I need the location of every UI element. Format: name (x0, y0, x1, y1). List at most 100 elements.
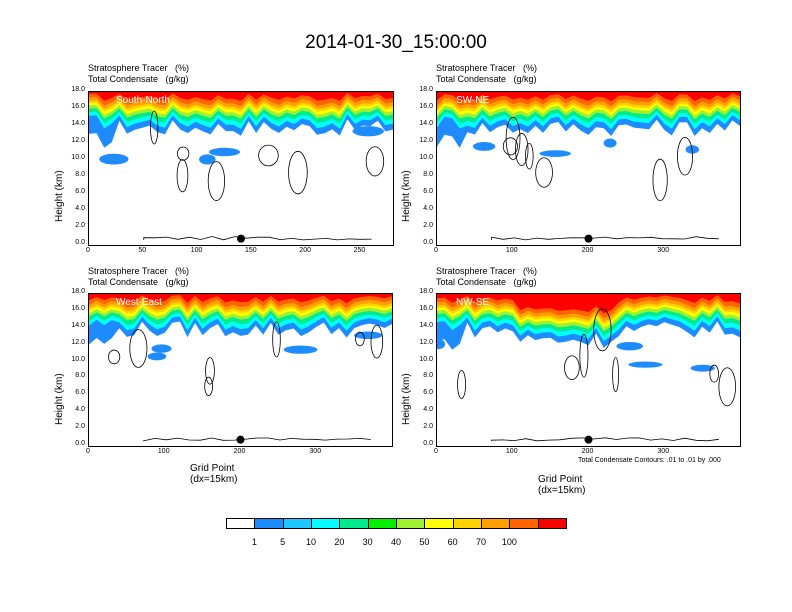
y-tick-label: 16.0 (71, 103, 85, 110)
y-tick-label: 2.0 (75, 222, 85, 229)
x-axis-label: Grid Point (dx=15km) (538, 474, 586, 496)
x-tick-label: 200 (581, 247, 594, 254)
tracer-patch (472, 142, 496, 151)
plot-area (88, 91, 394, 246)
tracer-band (89, 92, 393, 102)
x-tick-label: 200 (299, 247, 311, 254)
x-tick-label: 300 (309, 448, 322, 455)
condensate-contour (288, 150, 308, 195)
y-tick-label: 18.0 (419, 86, 433, 93)
x-tick-label: 200 (233, 448, 246, 455)
condensate-contour (177, 146, 190, 161)
colorbar-cell (396, 518, 426, 529)
plot-area (436, 91, 741, 246)
x-tick-label: 100 (505, 247, 518, 254)
location-marker (584, 234, 593, 243)
condensate-contour (502, 137, 518, 156)
y-tick-label: 10.0 (71, 154, 85, 161)
y-tick-label: 16.0 (71, 304, 85, 312)
y-axis-label: Height (km) (401, 373, 412, 425)
colorbar-cell (339, 518, 369, 529)
condensate-contour (108, 349, 121, 365)
contour-note: Total Condensate Contours: .01 to .01 by… (578, 457, 721, 464)
panel-title: Stratosphere Tracer (%) Total Condensate… (88, 266, 190, 287)
y-tick-label: 0.0 (423, 239, 433, 246)
y-tick-label: 12.0 (419, 137, 433, 144)
x-tick-label: 200 (581, 448, 594, 455)
y-tick-label: 0.0 (423, 440, 433, 447)
condensate-contour (150, 110, 159, 145)
condensate-contour (515, 133, 529, 167)
tracer-patch (151, 344, 172, 353)
y-tick-label: 0.0 (75, 440, 85, 447)
y-tick-label: 14.0 (71, 120, 85, 127)
region-label: West-East (116, 297, 162, 308)
colorbar-level-label: 1 (251, 537, 257, 547)
colorbar-cell (537, 518, 567, 529)
surface-contour (491, 236, 719, 241)
condensate-contour (612, 357, 620, 393)
panel-title: Stratosphere Tracer (%) Total Condensate… (88, 63, 190, 84)
colorbar-cell (481, 518, 511, 529)
colorbar-level-label: 60 (447, 537, 458, 547)
colorbar-cell (452, 518, 482, 529)
y-axis-label: Height (km) (54, 170, 65, 222)
y-tick-label: 2.0 (423, 423, 433, 431)
colorbar-cell (424, 518, 454, 529)
colorbar (226, 518, 567, 529)
x-tick-label: 300 (657, 247, 670, 254)
y-tick-label: 8.0 (75, 171, 85, 178)
tracer-patch (209, 147, 240, 157)
y-tick-label: 12.0 (71, 338, 85, 346)
condensate-contour (355, 331, 365, 347)
condensate-contour (176, 159, 189, 193)
plot-area (436, 293, 741, 447)
condensate-contour (205, 357, 215, 385)
panel-title: Stratosphere Tracer (%) Total Condensate… (436, 63, 538, 84)
colorbar-level-label: 5 (280, 537, 286, 547)
y-tick-label: 18.0 (419, 288, 433, 295)
tracer-patch (603, 138, 617, 148)
y-tick-label: 4.0 (75, 406, 85, 414)
colorbar-level-label: 50 (419, 537, 430, 547)
condensate-contour (593, 308, 612, 352)
colorbar-cell (311, 518, 341, 529)
condensate-contour (204, 376, 213, 396)
y-tick-label: 14.0 (419, 321, 433, 329)
y-tick-label: 6.0 (423, 188, 433, 195)
page-title: 2014-01-30_15:00:00 (305, 32, 487, 53)
y-tick-label: 16.0 (419, 103, 433, 110)
region-label: SW-NE (456, 95, 490, 106)
tracer-patch (690, 364, 715, 372)
location-marker (584, 435, 593, 444)
condensate-contour (272, 321, 281, 358)
y-tick-label: 8.0 (423, 372, 433, 380)
y-tick-label: 0.0 (75, 239, 85, 246)
y-tick-label: 8.0 (75, 372, 85, 380)
plot-svg (89, 92, 393, 243)
condensate-contour (129, 329, 148, 368)
tracer-patch (354, 331, 383, 340)
tracer-patch (147, 352, 167, 361)
x-tick-label: 0 (434, 247, 438, 254)
y-tick-label: 12.0 (419, 338, 433, 346)
plot-svg (437, 92, 740, 243)
tracer-patch (616, 341, 643, 351)
plot-svg (437, 294, 740, 444)
condensate-contour (525, 143, 534, 170)
condensate-contour (370, 324, 384, 359)
tracer-patch (437, 339, 446, 350)
colorbar-level-label: 30 (362, 537, 373, 547)
y-axis-label: Height (km) (401, 170, 412, 222)
x-tick-label: 0 (434, 448, 438, 455)
y-tick-label: 14.0 (419, 120, 433, 127)
y-tick-label: 4.0 (75, 205, 85, 212)
colorbar-level-label: 70 (475, 537, 486, 547)
condensate-contour (365, 146, 385, 177)
y-tick-label: 10.0 (71, 355, 85, 363)
condensate-contour (677, 136, 694, 176)
location-marker (236, 435, 245, 444)
y-tick-label: 6.0 (423, 389, 433, 397)
surface-contour (491, 437, 719, 442)
x-tick-label: 0 (86, 247, 90, 254)
